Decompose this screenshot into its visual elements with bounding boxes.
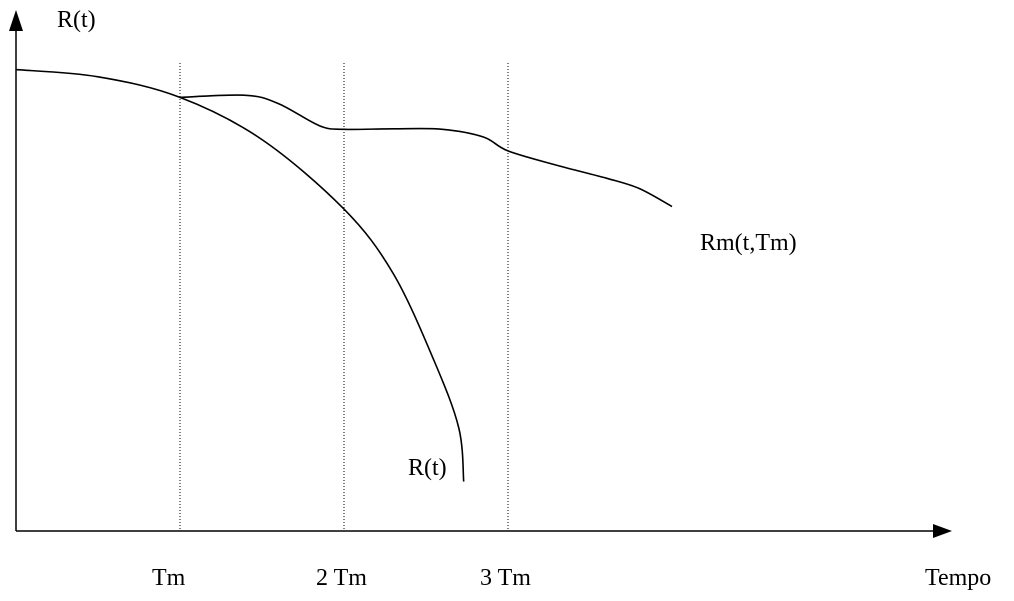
series-lines: [15, 68, 673, 482]
series-label-r: R(t): [408, 455, 447, 481]
x-axis-label: Tempo: [925, 565, 992, 591]
x-tick-label: 2 Tm: [316, 565, 367, 591]
x-tick-label: 3 Tm: [480, 565, 531, 591]
series-line-r: [15, 68, 465, 482]
axes: [9, 10, 952, 538]
series-label-rm: Rm(t,Tm): [700, 230, 797, 256]
series-line-rm: [179, 94, 673, 208]
y-axis-arrow-icon: [9, 10, 23, 31]
x-tick-label: Tm: [152, 565, 186, 591]
x-axis-arrow-icon: [933, 524, 952, 538]
grid-lines: [179, 63, 509, 531]
y-axis-label: R(t): [57, 7, 96, 33]
